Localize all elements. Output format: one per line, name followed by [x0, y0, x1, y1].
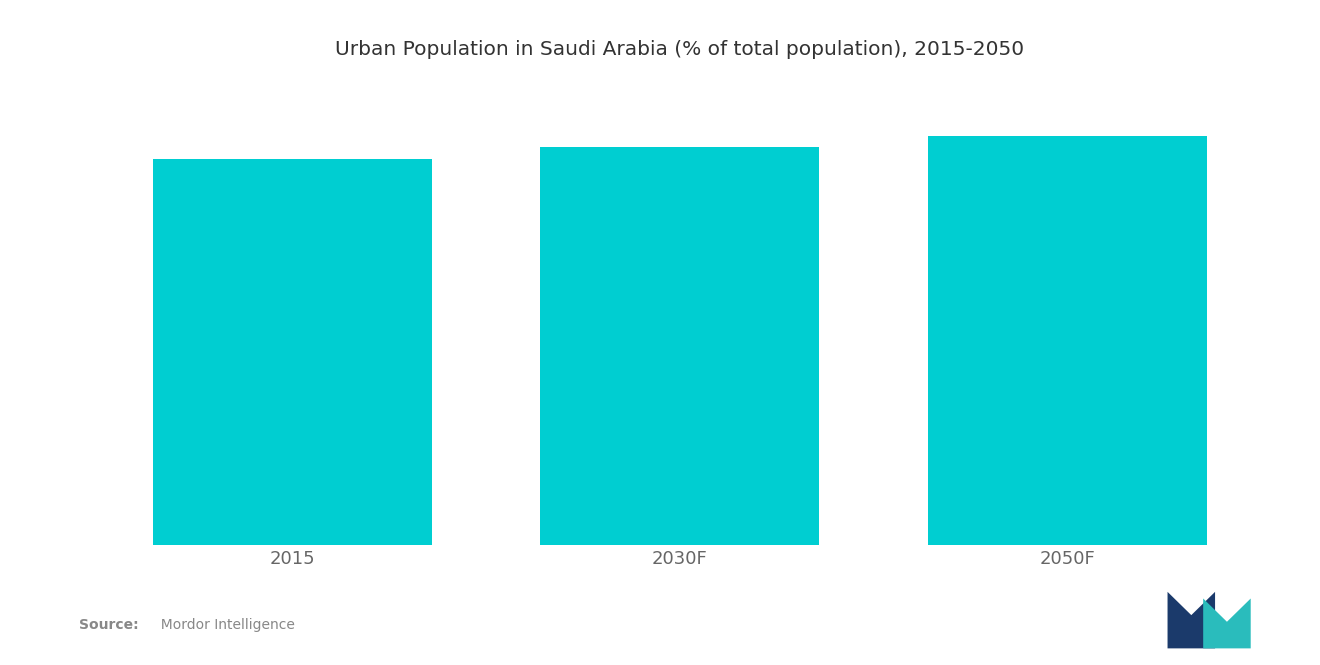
- Title: Urban Population in Saudi Arabia (% of total population), 2015-2050: Urban Population in Saudi Arabia (% of t…: [335, 40, 1024, 59]
- Polygon shape: [1167, 592, 1214, 648]
- Text: Mordor Intelligence: Mordor Intelligence: [152, 618, 294, 632]
- Bar: [928, 136, 1206, 545]
- Text: Source:: Source:: [79, 618, 139, 632]
- Bar: [540, 147, 820, 545]
- Polygon shape: [1203, 598, 1250, 648]
- Bar: [153, 159, 432, 545]
